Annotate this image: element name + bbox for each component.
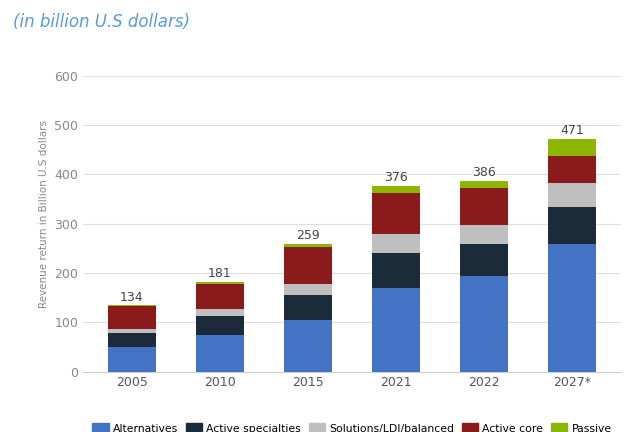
Bar [284, 284, 332, 295]
Bar [284, 248, 332, 284]
Bar [196, 316, 244, 334]
Bar [196, 309, 244, 316]
Bar [548, 183, 596, 207]
Bar [284, 320, 332, 372]
Bar [372, 186, 420, 193]
Bar [460, 225, 508, 245]
Bar [284, 295, 332, 320]
Bar [548, 207, 596, 245]
Bar [460, 276, 508, 372]
Bar [372, 288, 420, 372]
Bar [284, 244, 332, 248]
Bar [196, 334, 244, 372]
Y-axis label: Revenue return in Billion U.S dollars: Revenue return in Billion U.S dollars [39, 120, 49, 308]
Text: 471: 471 [560, 124, 584, 137]
Bar [196, 284, 244, 309]
Text: 376: 376 [384, 171, 408, 184]
Text: 259: 259 [296, 229, 320, 242]
Bar [372, 234, 420, 253]
Legend: Alternatives, Active specialties, Solutions/LDI/balanced, Active core, Passive: Alternatives, Active specialties, Soluti… [87, 418, 617, 432]
Bar [108, 333, 156, 347]
Text: (in billion U.S dollars): (in billion U.S dollars) [13, 13, 190, 31]
Bar [460, 245, 508, 276]
Bar [372, 193, 420, 234]
Text: 181: 181 [208, 267, 232, 280]
Bar [108, 329, 156, 333]
Bar [460, 181, 508, 188]
Bar [548, 245, 596, 372]
Bar [548, 140, 596, 156]
Bar [108, 306, 156, 329]
Bar [372, 253, 420, 288]
Bar [548, 156, 596, 183]
Bar [108, 347, 156, 372]
Bar [196, 283, 244, 284]
Text: 134: 134 [120, 291, 143, 304]
Text: 386: 386 [472, 166, 496, 179]
Bar [460, 188, 508, 225]
Bar [108, 305, 156, 306]
